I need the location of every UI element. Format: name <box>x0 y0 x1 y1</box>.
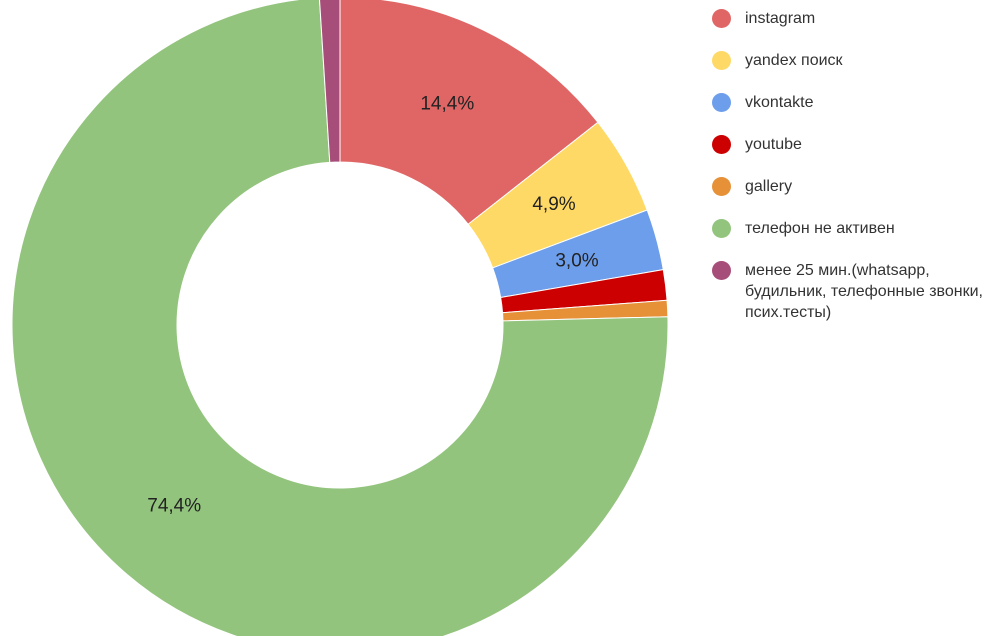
slice-data-label-1: 4,9% <box>532 194 575 215</box>
legend-label-instagram: instagram <box>745 10 816 27</box>
legend-label-gallery: gallery <box>745 178 793 195</box>
slice-data-label-0: 14,4% <box>420 94 474 115</box>
legend-swatch-phone-inactive <box>712 219 731 238</box>
legend-item-vkontakte: vkontakte <box>712 92 998 113</box>
chart-legend: instagram yandex поиск vkontakte youtube… <box>712 8 998 323</box>
legend-label-under-25-min: менее 25 мин.(whatsapp, будильник, телеф… <box>745 262 983 321</box>
legend-swatch-youtube <box>712 135 731 154</box>
donut-slice-6 <box>319 0 341 163</box>
legend-label-yandex: yandex поиск <box>745 52 843 69</box>
slice-data-label-5: 74,4% <box>147 496 201 517</box>
legend-label-youtube: youtube <box>745 136 802 153</box>
legend-swatch-instagram <box>712 9 731 28</box>
slice-data-label-2: 3,0% <box>555 250 598 271</box>
donut-slice-0 <box>339 0 599 225</box>
legend-swatch-gallery <box>712 177 731 196</box>
legend-label-phone-inactive: телефон не активен <box>745 220 895 237</box>
legend-swatch-under-25-min <box>712 261 731 280</box>
legend-item-gallery: gallery <box>712 176 998 197</box>
legend-item-phone-inactive: телефон не активен <box>712 218 998 239</box>
legend-swatch-yandex <box>712 51 731 70</box>
legend-label-vkontakte: vkontakte <box>745 94 814 111</box>
legend-item-instagram: instagram <box>712 8 998 29</box>
legend-item-yandex: yandex поиск <box>712 50 998 71</box>
legend-swatch-vkontakte <box>712 93 731 112</box>
donut-slice-5 <box>11 0 669 636</box>
legend-item-under-25-min: менее 25 мин.(whatsapp, будильник, телеф… <box>712 260 998 323</box>
donut-chart-plot: 14,4% 4,9% 3,0% 74,4% <box>11 0 669 636</box>
legend-item-youtube: youtube <box>712 134 998 155</box>
